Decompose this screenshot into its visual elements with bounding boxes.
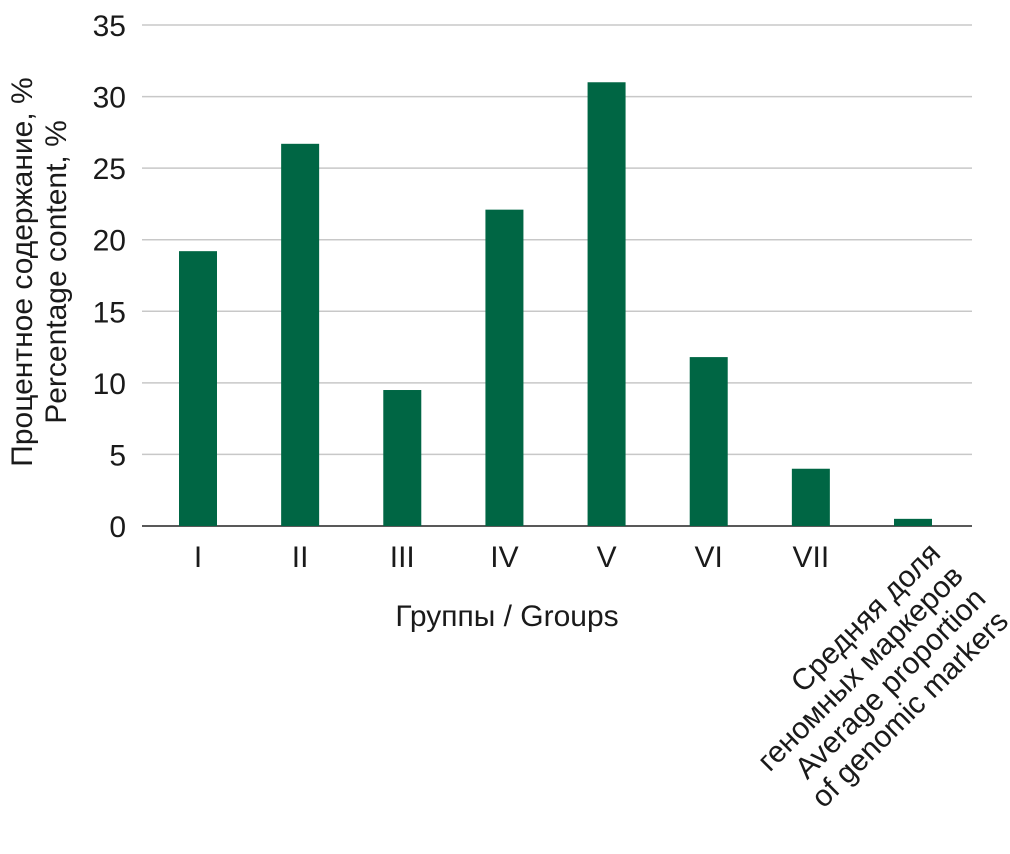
y-tick-label: 5 bbox=[109, 439, 126, 472]
bar bbox=[485, 209, 524, 526]
bar bbox=[894, 518, 932, 526]
y-tick-label: 10 bbox=[93, 368, 126, 401]
bars bbox=[179, 82, 932, 526]
bar bbox=[587, 82, 626, 526]
bar bbox=[689, 357, 728, 526]
x-tick-label: II bbox=[292, 541, 309, 574]
bar bbox=[281, 143, 320, 526]
y-axis-title-line-2: Percentage content, % bbox=[40, 120, 73, 424]
bar bbox=[791, 468, 830, 526]
y-tick-label: 30 bbox=[93, 82, 126, 115]
bar bbox=[383, 390, 422, 526]
y-axis-title-line-1: Процентное содержание, % bbox=[6, 77, 39, 466]
x-tick-label: IV bbox=[490, 541, 518, 574]
x-tick-label: VI bbox=[695, 541, 723, 574]
y-tick-label: 20 bbox=[93, 225, 126, 258]
y-tick-label: 0 bbox=[109, 511, 126, 544]
y-axis-title: Процентное содержание, % Percentage cont… bbox=[6, 77, 73, 466]
x-tick-label: III bbox=[390, 541, 415, 574]
x-axis-title: Группы / Groups bbox=[395, 600, 618, 633]
bar bbox=[179, 251, 217, 526]
y-tick-labels: 0 5 10 15 20 25 30 35 bbox=[93, 10, 126, 544]
y-tick-label: 35 bbox=[93, 10, 126, 43]
gridlines bbox=[142, 24, 972, 527]
x-tick-label: VII bbox=[793, 541, 830, 574]
y-tick-label: 25 bbox=[93, 153, 126, 186]
x-tick-label: I bbox=[194, 541, 202, 574]
y-tick-label: 15 bbox=[93, 296, 126, 329]
x-tick-label: V bbox=[597, 541, 617, 574]
